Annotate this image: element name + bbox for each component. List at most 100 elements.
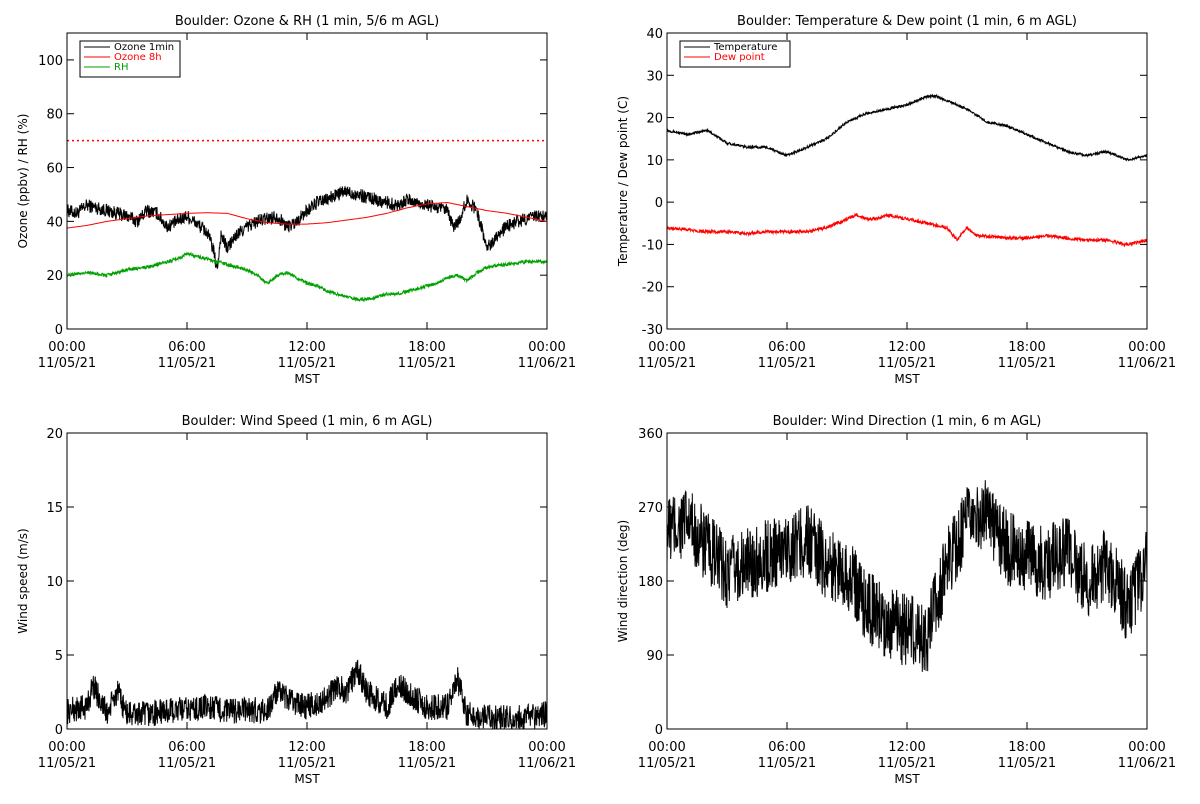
y-tick-label: 60 — [46, 162, 63, 177]
y-tick-label: -10 — [642, 238, 663, 253]
y-tick-label: 90 — [646, 649, 663, 664]
x-tick-time-label: 06:00 — [168, 340, 205, 355]
y-tick-label: 270 — [638, 501, 663, 516]
y-tick-label: 0 — [55, 723, 63, 738]
series-line-ozone-8h — [67, 201, 547, 229]
x-tick-date-label: 11/05/21 — [38, 356, 96, 371]
y-tick-label: 0 — [655, 196, 663, 211]
x-tick-time-label: 00:00 — [528, 340, 565, 355]
x-tick-time-label: 12:00 — [888, 340, 925, 355]
panel-temp-dewpoint: Boulder: Temperature & Dew point (1 min,… — [616, 14, 1176, 386]
x-axis-label: MST — [294, 372, 320, 386]
x-tick-date-label: 11/05/21 — [278, 356, 336, 371]
x-tick-date-label: 11/05/21 — [278, 756, 336, 771]
y-tick-label: 20 — [646, 112, 663, 127]
panel-wind-speed: Boulder: Wind Speed (1 min, 6 m AGL) 0 5 10… — [16, 414, 576, 786]
x-tick-time-label: 06:00 — [768, 740, 805, 755]
x-tick-date-label: 11/05/21 — [398, 356, 456, 371]
x-tick-date-label: 11/05/21 — [158, 756, 216, 771]
x-tick-time-label: 18:00 — [408, 340, 445, 355]
y-tick-label: 40 — [46, 215, 63, 230]
y-tick-label: 5 — [55, 649, 63, 664]
x-tick-time-label: 00:00 — [1128, 740, 1165, 755]
series-line-rh — [67, 251, 547, 303]
x-tick-time-label: 12:00 — [288, 740, 325, 755]
y-axis-label: Wind direction (deg) — [616, 520, 630, 642]
legend-entry: Ozone 1min — [114, 42, 174, 53]
legend-entry: Dew point — [714, 52, 765, 63]
legend-entry: RH — [114, 62, 128, 73]
plot-frame — [66, 432, 548, 730]
x-tick-time-label: 06:00 — [768, 340, 805, 355]
x-axis-label: MST — [294, 772, 320, 786]
x-tick-date-label: 11/05/21 — [998, 756, 1056, 771]
y-axis-label: Ozone (ppbv) / RH (%) — [16, 114, 30, 249]
x-tick-time-label: 12:00 — [288, 340, 325, 355]
x-tick-date-label: 11/05/21 — [638, 756, 696, 771]
y-tick-label: 80 — [46, 108, 63, 123]
y-tick-label: -20 — [642, 281, 663, 296]
chart-title: Boulder: Wind Direction (1 min, 6 m AGL) — [773, 414, 1042, 429]
y-tick-label: 10 — [646, 154, 663, 169]
x-tick-time-label: 00:00 — [528, 740, 565, 755]
y-tick-label: 40 — [646, 27, 663, 42]
x-tick-date-label: 11/06/21 — [518, 756, 576, 771]
panel-ozone-rh: Boulder: Ozone & RH (1 min, 5/6 m AGL) 0 2… — [16, 14, 576, 386]
x-tick-time-label: 00:00 — [1128, 340, 1165, 355]
legend-entry: Temperature — [713, 42, 777, 53]
x-tick-date-label: 11/05/21 — [878, 356, 936, 371]
series-line-ozone-1min — [67, 186, 547, 270]
chart-title: Boulder: Ozone & RH (1 min, 5/6 m AGL) — [175, 14, 439, 29]
x-axis-label: MST — [894, 772, 920, 786]
x-tick-date-label: 11/05/21 — [38, 756, 96, 771]
legend-box — [679, 40, 791, 68]
y-axis-label: Temperature / Dew point (C) — [616, 96, 630, 267]
y-tick-label: -30 — [642, 323, 663, 338]
x-tick-date-label: 11/05/21 — [998, 356, 1056, 371]
x-tick-time-label: 18:00 — [1008, 340, 1045, 355]
series-line-dew-point — [667, 212, 1147, 248]
x-tick-time-label: 12:00 — [888, 740, 925, 755]
x-axis-label: MST — [894, 372, 920, 386]
x-tick-time-label: 18:00 — [408, 740, 445, 755]
x-tick-time-label: 18:00 — [1008, 740, 1045, 755]
x-tick-date-label: 11/05/21 — [158, 356, 216, 371]
y-tick-label: 0 — [655, 723, 663, 738]
x-tick-date-label: 11/05/21 — [758, 756, 816, 771]
y-tick-label: 0 — [55, 323, 63, 338]
x-tick-time-label: 00:00 — [48, 340, 85, 355]
x-tick-time-label: 00:00 — [648, 340, 685, 355]
y-tick-label: 100 — [38, 54, 63, 69]
x-tick-date-label: 11/06/21 — [1118, 356, 1176, 371]
plot-frame — [666, 432, 1148, 730]
chart-title: Boulder: Wind Speed (1 min, 6 m AGL) — [182, 414, 433, 429]
x-tick-date-label: 11/05/21 — [398, 756, 456, 771]
x-tick-date-label: 11/05/21 — [638, 356, 696, 371]
y-tick-label: 360 — [638, 427, 663, 442]
x-tick-date-label: 11/06/21 — [1118, 756, 1176, 771]
x-tick-time-label: 00:00 — [648, 740, 685, 755]
y-tick-label: 30 — [646, 69, 663, 84]
y-tick-label: 180 — [638, 575, 663, 590]
plot-frame — [66, 32, 548, 330]
chart-title: Boulder: Temperature & Dew point (1 min,… — [737, 14, 1077, 29]
series-line-data — [667, 480, 1147, 672]
legend-entry: Ozone 8h — [114, 52, 162, 63]
x-tick-time-label: 06:00 — [168, 740, 205, 755]
y-tick-label: 10 — [46, 575, 63, 590]
x-tick-date-label: 11/05/21 — [878, 756, 936, 771]
x-tick-date-label: 11/06/21 — [518, 356, 576, 371]
y-tick-label: 20 — [46, 427, 63, 442]
series-line-temperature — [667, 93, 1147, 162]
panel-wind-direction: Boulder: Wind Direction (1 min, 6 m AGL)… — [616, 414, 1176, 786]
plot-frame — [666, 32, 1148, 330]
x-tick-date-label: 11/05/21 — [758, 356, 816, 371]
y-tick-label: 20 — [46, 269, 63, 284]
x-tick-time-label: 00:00 — [48, 740, 85, 755]
series-line-data — [67, 659, 547, 729]
y-tick-label: 15 — [46, 501, 63, 516]
